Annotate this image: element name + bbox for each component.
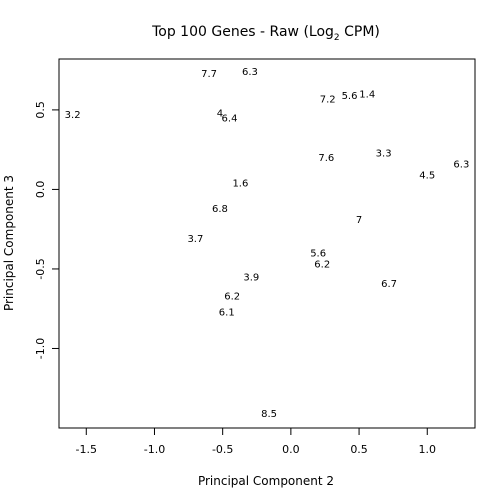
y-tick-label: -1.0: [34, 338, 47, 359]
x-tick-label: -1.5: [76, 443, 97, 456]
chart-title-main: Top 100 Genes - Raw (Log: [151, 24, 334, 40]
x-tick-label: -0.5: [212, 443, 233, 456]
point-label: 6.2: [314, 260, 330, 271]
point-label: 6.3: [242, 67, 258, 78]
y-tick-label: -0.5: [34, 258, 47, 279]
point-label: 7: [356, 215, 362, 226]
point-label: 4.5: [419, 171, 435, 182]
point-label: 6.3: [453, 159, 469, 170]
point-label: 3.9: [243, 272, 259, 283]
point-label: 3.2: [65, 110, 81, 121]
point-label: 5.6: [342, 91, 358, 102]
x-axis-title: Principal Component 2: [198, 474, 334, 488]
point-label: 7.6: [318, 153, 334, 164]
point-label: 7.7: [201, 69, 217, 80]
x-tick-label: 0.5: [350, 443, 368, 456]
point-label: 6.4: [222, 113, 238, 124]
chart-title: Top 100 Genes - Raw (Log2 CPM): [151, 24, 380, 43]
y-tick-label: 0.5: [34, 101, 47, 119]
point-label: 6.7: [381, 279, 397, 290]
point-label: 5.6: [310, 249, 326, 260]
point-label: 3.7: [187, 234, 203, 245]
plot-frame: [59, 59, 475, 428]
point-label: 6.1: [219, 307, 235, 318]
point-label: 7.2: [320, 94, 336, 105]
x-tick-label: 0.0: [282, 443, 300, 456]
data-points: 3.27.7 6.346.47.2 5.6 1.47.6 3.36.34.51.66.8…: [65, 67, 470, 420]
y-tick-label: 0.0: [34, 181, 47, 199]
point-label: 8.5: [261, 409, 277, 420]
y-axis: -1.0 -0.5 0.0 0.5: [34, 101, 59, 359]
x-tick-label: 1.0: [419, 443, 437, 456]
x-tick-label: -1.0: [144, 443, 165, 456]
point-label: 3.3: [376, 148, 392, 159]
chart-title-tail: CPM): [340, 24, 380, 40]
point-label: 6.8: [212, 204, 228, 215]
y-axis-title: Principal Component 3: [2, 175, 16, 311]
point-label: 6.2: [224, 291, 240, 302]
point-label: 1.6: [232, 179, 248, 190]
x-axis: -1.5 -1.0 -0.5 0.0 0.5 1.0: [76, 428, 436, 456]
point-label: 1.4: [359, 89, 375, 100]
